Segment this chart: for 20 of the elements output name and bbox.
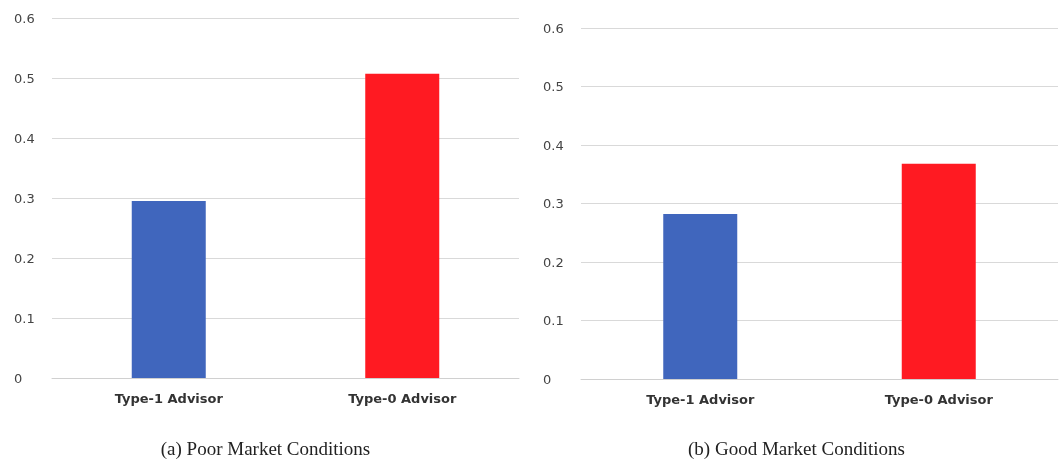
text: (b) Good Market Conditions (688, 438, 905, 460)
y-tick-label: 0.5 (543, 79, 564, 94)
y-tick-label: 0.3 (543, 196, 564, 211)
y-tick-label: 0.5 (14, 70, 35, 86)
x-tick-label: Type-0 Advisor (348, 391, 457, 406)
y-tick-label: 0.6 (543, 20, 564, 36)
y-tick-label: 0.4 (14, 130, 35, 146)
y-tick-label: 0.1 (543, 313, 564, 328)
x-tick-label: Type-1 Advisor (114, 391, 224, 406)
x-tick-label: Type-0 Advisor (884, 392, 994, 407)
y-tick-label: 0 (543, 371, 552, 387)
y-tick-label: 0.1 (14, 310, 35, 326)
y-tick-label: 0.2 (14, 250, 35, 266)
y-tick-label: 0 (14, 370, 23, 386)
x-tick-label: Type-1 Advisor (646, 392, 755, 407)
y-tick-label: 0.4 (543, 137, 564, 153)
y-tick-label: 0.3 (14, 190, 35, 206)
text: (a) Poor Market Conditions (160, 438, 371, 460)
y-tick-label: 0.6 (14, 10, 35, 26)
y-tick-label: 0.2 (543, 254, 564, 270)
